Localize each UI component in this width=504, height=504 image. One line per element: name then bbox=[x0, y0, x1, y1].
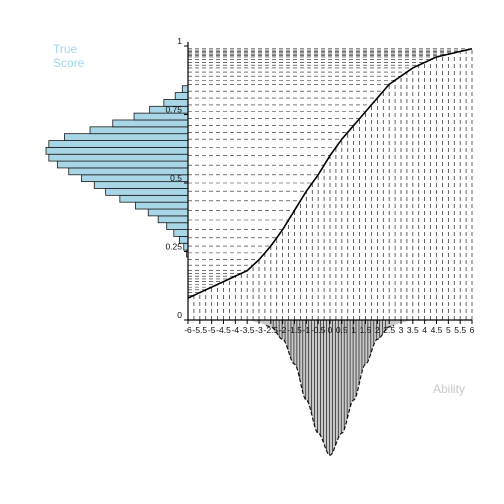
y-axis-title: True Score bbox=[53, 42, 85, 70]
x-tick-label: -3 bbox=[255, 325, 263, 335]
x-tick-label: 1 bbox=[351, 325, 356, 335]
x-tick-label: 0.5 bbox=[336, 325, 348, 335]
x-tick-label: 1.5 bbox=[360, 325, 372, 335]
y-tick-label: 0.75 bbox=[165, 105, 182, 115]
x-axis-title: Ability bbox=[433, 382, 466, 396]
x-tick-label: 4 bbox=[422, 325, 427, 335]
histogram-bar bbox=[166, 222, 189, 230]
y-tick-label: 0.5 bbox=[170, 173, 182, 183]
y-tick-label: 1 bbox=[177, 36, 182, 46]
x-tick-label: 3.5 bbox=[407, 325, 419, 335]
histogram-bar bbox=[89, 126, 189, 135]
ability-density-outline bbox=[265, 324, 395, 456]
x-tick-label: -0.5 bbox=[311, 325, 326, 335]
projection-lines bbox=[188, 47, 473, 320]
x-tick-label: -2 bbox=[279, 325, 287, 335]
x-tick-label: -1.5 bbox=[287, 325, 302, 335]
x-tick-label: -3.5 bbox=[240, 325, 255, 335]
histogram-bar bbox=[147, 208, 189, 217]
histogram-bar bbox=[64, 133, 189, 141]
histogram-bar bbox=[173, 229, 189, 237]
histogram-bar bbox=[112, 119, 189, 128]
x-tick-label: -4 bbox=[232, 325, 240, 335]
histogram-bar bbox=[181, 85, 189, 93]
x-tick-label: -5.5 bbox=[193, 325, 208, 335]
ability-density bbox=[188, 320, 472, 456]
x-tick-label: 5.5 bbox=[454, 325, 466, 335]
histogram-bar bbox=[48, 140, 189, 148]
histogram-bar bbox=[183, 242, 189, 251]
x-tick-label: 5 bbox=[446, 325, 451, 335]
histogram-bar bbox=[48, 153, 189, 162]
y-tick-label: 0 bbox=[177, 310, 182, 320]
x-tick-label: 3 bbox=[399, 325, 404, 335]
x-tick-label: 6 bbox=[470, 325, 475, 335]
histogram-bar bbox=[157, 215, 189, 224]
histogram-bar bbox=[119, 194, 189, 203]
x-tick-label: -1 bbox=[303, 325, 311, 335]
x-tick-label: 2 bbox=[375, 325, 380, 335]
ability-density-area bbox=[188, 320, 472, 456]
x-tick-label: 2.5 bbox=[383, 325, 395, 335]
histogram-bar bbox=[56, 160, 189, 169]
test-characteristic-curve bbox=[187, 47, 473, 299]
curve-line bbox=[187, 47, 473, 299]
histogram-bar bbox=[45, 146, 189, 155]
x-tick-label: -4.5 bbox=[216, 325, 231, 335]
histogram-bar bbox=[174, 92, 189, 100]
histogram-bar bbox=[105, 188, 189, 196]
x-tick-label: 0 bbox=[328, 325, 333, 335]
true-score-histogram bbox=[45, 85, 189, 258]
x-tick-label: -6 bbox=[184, 325, 192, 335]
y-tick-label: 0.25 bbox=[165, 242, 182, 252]
axes: -6 -5.5 -5 -4.5 -4 -3.5 -3 -2.5 -2 -1.5 -1 -0.5 0 0.5… bbox=[165, 36, 474, 335]
x-tick-label: -2.5 bbox=[264, 325, 279, 335]
histogram-bar bbox=[135, 201, 189, 210]
x-tick-label: -5 bbox=[208, 325, 216, 335]
x-tick-label: 4.5 bbox=[431, 325, 443, 335]
